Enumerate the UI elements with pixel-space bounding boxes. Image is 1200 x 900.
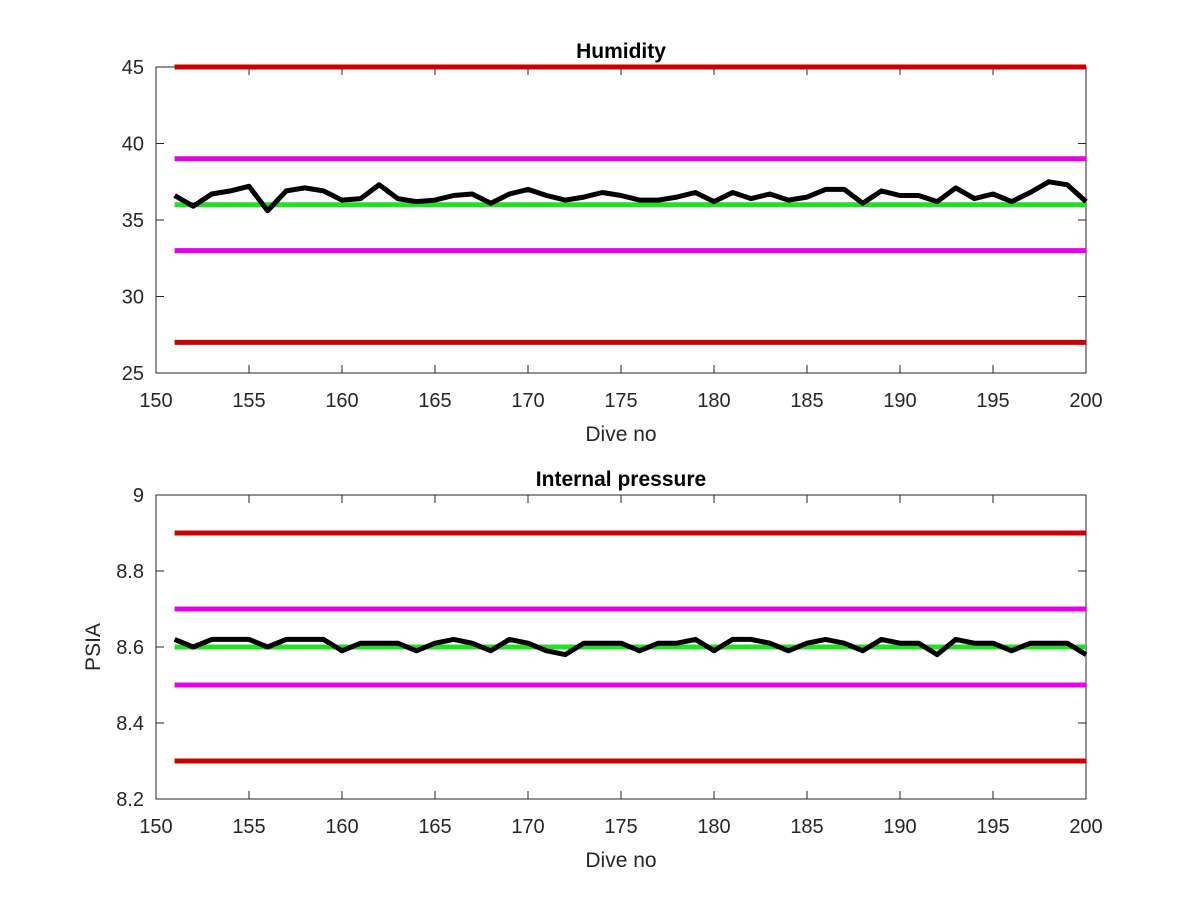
subplot-1: 150 155 160 165 170 175 180 185 190 195 200 25 30 35 4… — [122, 40, 1103, 446]
x-tick-label: 165 — [418, 816, 451, 838]
x-tick-label: 150 — [139, 816, 172, 838]
y-tick-label: 45 — [122, 57, 144, 79]
x-tick-label: 150 — [139, 390, 172, 412]
y-tick-label: 40 — [122, 134, 144, 156]
x-axis-label: Dive no — [585, 849, 656, 872]
y-tick-label: 30 — [122, 287, 144, 309]
x-tick-label: 155 — [232, 390, 265, 412]
x-tick-label: 165 — [418, 390, 451, 412]
x-tick-label: 185 — [790, 390, 823, 412]
x-tick-label: 160 — [325, 816, 358, 838]
x-tick-label: 170 — [511, 816, 544, 838]
x-tick-label: 200 — [1069, 816, 1102, 838]
x-tick-label: 180 — [697, 390, 730, 412]
x-tick-label: 195 — [976, 390, 1009, 412]
y-tick-label: 8.8 — [116, 561, 144, 583]
x-tick-label: 175 — [604, 816, 637, 838]
axes-box — [155, 66, 1087, 374]
data-series-line — [173, 636, 1088, 658]
x-axis-label: Dive no — [585, 423, 656, 446]
subplot-2: 150 155 160 165 170 175 180 185 190 195 200 8.2 8.4 8… — [82, 468, 1103, 872]
x-tick-label: 190 — [883, 816, 916, 838]
x-tick-label: 160 — [325, 390, 358, 412]
y-tick-label: 8.2 — [116, 789, 144, 811]
x-tick-label: 200 — [1069, 390, 1102, 412]
y-tick-label: 25 — [122, 363, 144, 385]
x-tick-label: 155 — [232, 816, 265, 838]
y-tick-label: 35 — [122, 210, 144, 232]
y-axis-label: PSIA — [82, 623, 105, 671]
chart-title: Humidity — [576, 40, 666, 63]
y-tick-label: 9 — [133, 485, 144, 507]
y-tick-label: 8.6 — [116, 637, 144, 659]
x-tick-label: 195 — [976, 816, 1009, 838]
x-tick-label: 180 — [697, 816, 730, 838]
x-tick-label: 175 — [604, 390, 637, 412]
x-tick-label: 170 — [511, 390, 544, 412]
chart-title: Internal pressure — [536, 468, 706, 491]
x-tick-label: 190 — [883, 390, 916, 412]
x-tick-label: 185 — [790, 816, 823, 838]
y-tick-label: 8.4 — [116, 713, 144, 735]
data-series-line — [173, 179, 1088, 214]
